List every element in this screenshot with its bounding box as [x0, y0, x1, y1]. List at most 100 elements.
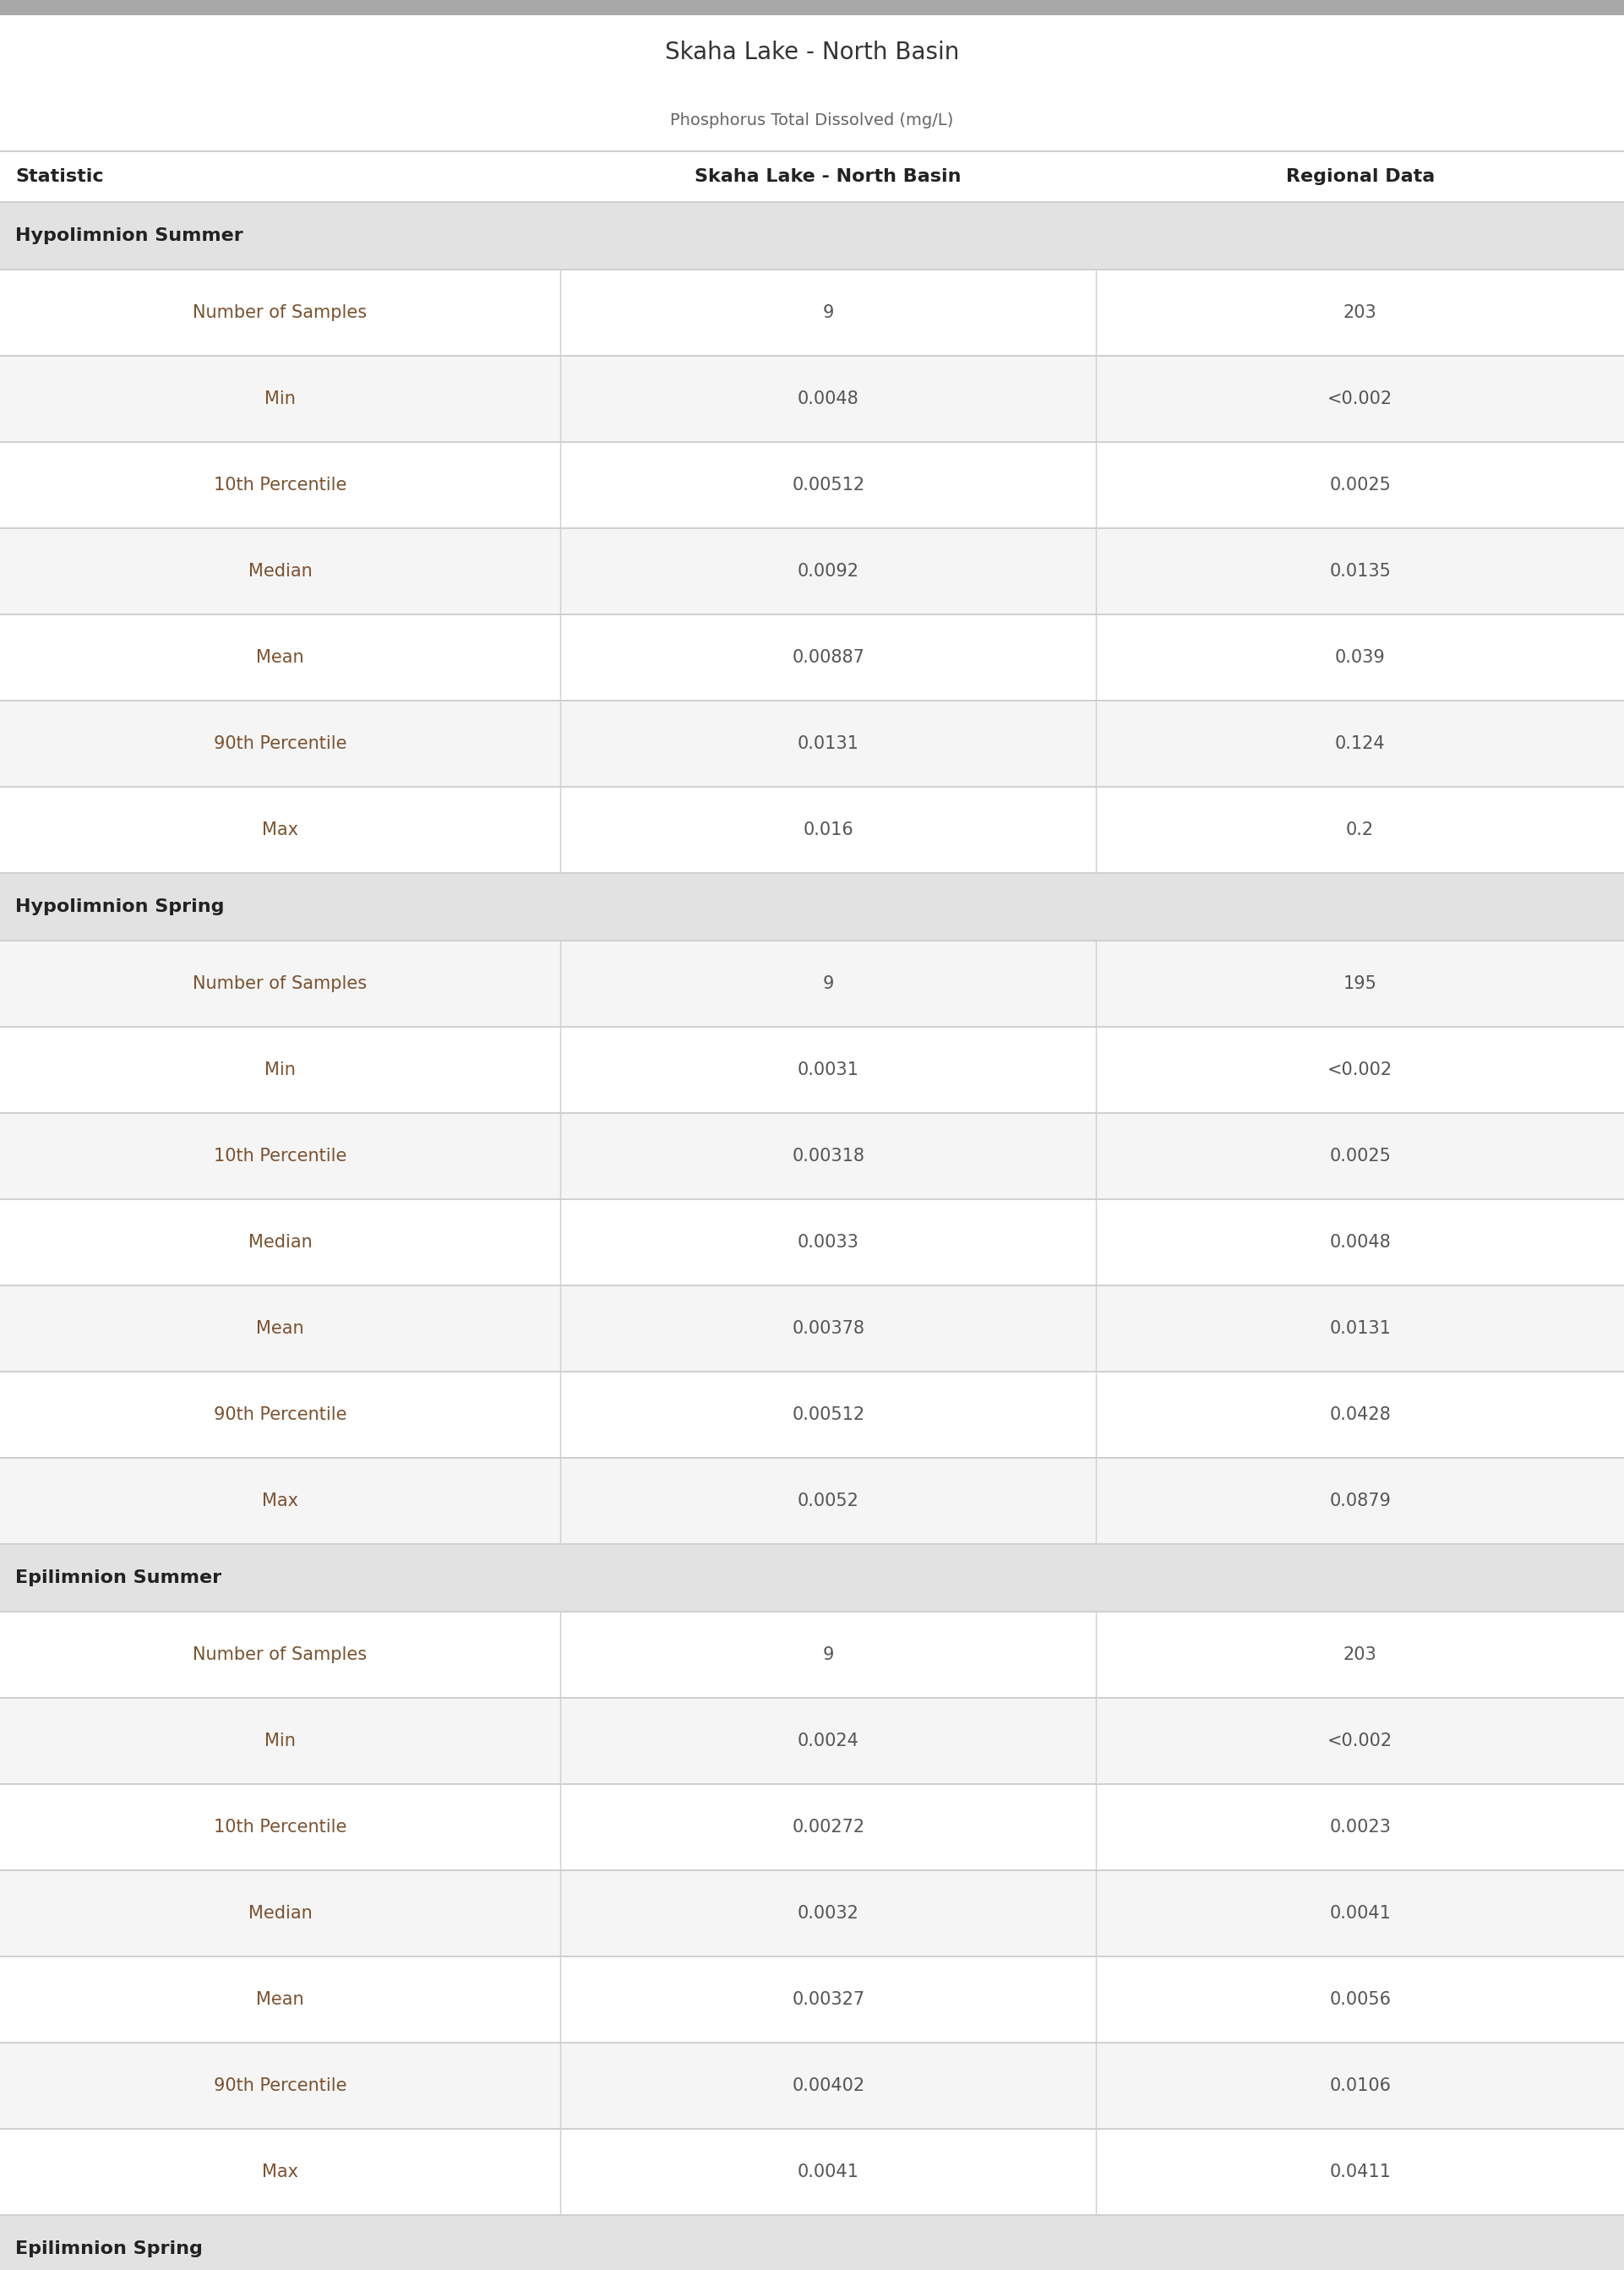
Bar — [0, 2129, 1624, 2213]
Text: 0.0048: 0.0048 — [1330, 1235, 1390, 1251]
Text: 195: 195 — [1343, 976, 1377, 992]
Bar — [0, 1784, 1624, 1870]
Bar — [0, 2043, 1624, 2127]
Bar — [0, 16, 1624, 150]
Bar — [0, 1698, 1624, 1784]
Bar — [0, 1028, 1624, 1112]
Text: 0.0411: 0.0411 — [1330, 2163, 1390, 2181]
Text: 0.0131: 0.0131 — [797, 735, 859, 751]
Text: <0.002: <0.002 — [1327, 1062, 1393, 1078]
Text: 90th Percentile: 90th Percentile — [214, 2077, 346, 2095]
Bar — [0, 152, 1624, 202]
Text: 0.0023: 0.0023 — [1330, 1818, 1390, 1836]
Text: 0.00512: 0.00512 — [793, 1407, 864, 1423]
Text: 90th Percentile: 90th Percentile — [214, 735, 346, 751]
Text: 10th Percentile: 10th Percentile — [214, 1149, 346, 1165]
Bar — [0, 942, 1624, 1026]
Text: 0.016: 0.016 — [802, 822, 854, 838]
Text: Epilimnion Spring: Epilimnion Spring — [15, 2240, 203, 2256]
Bar — [0, 1957, 1624, 2041]
Text: 0.0135: 0.0135 — [1330, 563, 1390, 579]
Text: Hypolimnion Summer: Hypolimnion Summer — [15, 227, 244, 245]
Text: Mean: Mean — [257, 1991, 304, 2009]
Text: 0.0033: 0.0033 — [797, 1235, 859, 1251]
Text: 0.00887: 0.00887 — [793, 649, 864, 665]
Text: 0.0106: 0.0106 — [1330, 2077, 1390, 2095]
Text: Min: Min — [265, 1732, 296, 1750]
Text: Min: Min — [265, 390, 296, 406]
Bar — [0, 1373, 1624, 1457]
Text: Mean: Mean — [257, 1321, 304, 1337]
Text: 0.0879: 0.0879 — [1330, 1491, 1390, 1510]
Bar — [0, 356, 1624, 440]
Bar — [0, 1115, 1624, 1199]
Text: 0.0025: 0.0025 — [1330, 477, 1390, 493]
Text: 0.0428: 0.0428 — [1330, 1407, 1390, 1423]
Text: Number of Samples: Number of Samples — [193, 304, 367, 320]
Text: 0.00318: 0.00318 — [793, 1149, 864, 1165]
Text: 0.0052: 0.0052 — [797, 1491, 859, 1510]
Text: Number of Samples: Number of Samples — [193, 976, 367, 992]
Text: 9: 9 — [823, 976, 833, 992]
Text: Regional Data: Regional Data — [1286, 168, 1434, 186]
Bar — [0, 1460, 1624, 1544]
Bar — [0, 529, 1624, 613]
Text: 0.0041: 0.0041 — [797, 2163, 859, 2181]
Text: Median: Median — [248, 563, 312, 579]
Text: 0.0092: 0.0092 — [797, 563, 859, 579]
Text: 0.0041: 0.0041 — [1330, 1905, 1390, 1923]
Text: 10th Percentile: 10th Percentile — [214, 1818, 346, 1836]
Text: 0.00272: 0.00272 — [793, 1818, 864, 1836]
Text: 0.00512: 0.00512 — [793, 477, 864, 493]
Text: Mean: Mean — [257, 649, 304, 665]
Text: <0.002: <0.002 — [1327, 390, 1393, 406]
Text: Median: Median — [248, 1905, 312, 1923]
Bar — [0, 0, 1624, 16]
Bar — [0, 1546, 1624, 1612]
Text: 0.00327: 0.00327 — [793, 1991, 864, 2009]
Text: 203: 203 — [1343, 304, 1377, 320]
Text: 10th Percentile: 10th Percentile — [214, 477, 346, 493]
Text: Hypolimnion Spring: Hypolimnion Spring — [15, 899, 224, 915]
Text: 0.0032: 0.0032 — [797, 1905, 859, 1923]
Text: <0.002: <0.002 — [1327, 1732, 1393, 1750]
Text: Max: Max — [261, 2163, 299, 2181]
Text: Min: Min — [265, 1062, 296, 1078]
Text: 0.0031: 0.0031 — [797, 1062, 859, 1078]
Text: Max: Max — [261, 1491, 299, 1510]
Text: 0.0024: 0.0024 — [797, 1732, 859, 1750]
Text: Number of Samples: Number of Samples — [193, 1646, 367, 1664]
Text: Epilimnion Summer: Epilimnion Summer — [15, 1569, 221, 1587]
Text: Skaha Lake - North Basin: Skaha Lake - North Basin — [695, 168, 961, 186]
Bar — [0, 615, 1624, 699]
Text: 0.039: 0.039 — [1335, 649, 1385, 665]
Bar — [0, 701, 1624, 785]
Text: Phosphorus Total Dissolved (mg/L): Phosphorus Total Dissolved (mg/L) — [671, 111, 953, 127]
Bar — [0, 788, 1624, 872]
Bar — [0, 270, 1624, 354]
Text: 9: 9 — [823, 304, 833, 320]
Bar — [0, 1612, 1624, 1698]
Text: 203: 203 — [1343, 1646, 1377, 1664]
Bar — [0, 443, 1624, 527]
Bar — [0, 1287, 1624, 1371]
Text: 0.0025: 0.0025 — [1330, 1149, 1390, 1165]
Text: Median: Median — [248, 1235, 312, 1251]
Text: 9: 9 — [823, 1646, 833, 1664]
Bar — [0, 874, 1624, 940]
Text: Max: Max — [261, 822, 299, 838]
Text: Statistic: Statistic — [15, 168, 104, 186]
Text: 0.0131: 0.0131 — [1330, 1321, 1390, 1337]
Text: 0.124: 0.124 — [1335, 735, 1385, 751]
Text: 0.2: 0.2 — [1346, 822, 1374, 838]
Bar — [0, 202, 1624, 268]
Text: 0.00402: 0.00402 — [793, 2077, 864, 2095]
Text: 0.0056: 0.0056 — [1330, 1991, 1390, 2009]
Text: Skaha Lake - North Basin: Skaha Lake - North Basin — [664, 41, 960, 64]
Text: 0.00378: 0.00378 — [793, 1321, 864, 1337]
Text: 90th Percentile: 90th Percentile — [214, 1407, 346, 1423]
Text: 0.0048: 0.0048 — [797, 390, 859, 406]
Bar — [0, 1201, 1624, 1285]
Bar — [0, 2216, 1624, 2270]
Bar — [0, 1870, 1624, 1957]
